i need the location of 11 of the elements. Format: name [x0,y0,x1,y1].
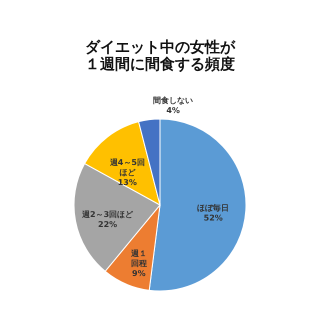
slice-label: 週１回程 [130,248,147,268]
slice-label: ほぼ毎日 [197,203,230,212]
data-label: 22% [98,220,118,229]
slice-label: 間食しない [153,96,194,105]
data-label: 52% [204,213,223,222]
data-label: 13% [118,178,137,187]
slice-label: 週2～3回ほど [81,210,134,219]
slice-label: 週4～5回ほど [108,158,145,177]
data-label: 9% [132,268,146,278]
chart-title: ダイエット中の女性が１週間に間食する頻度 [85,38,236,73]
data-label: 4% [166,106,180,115]
